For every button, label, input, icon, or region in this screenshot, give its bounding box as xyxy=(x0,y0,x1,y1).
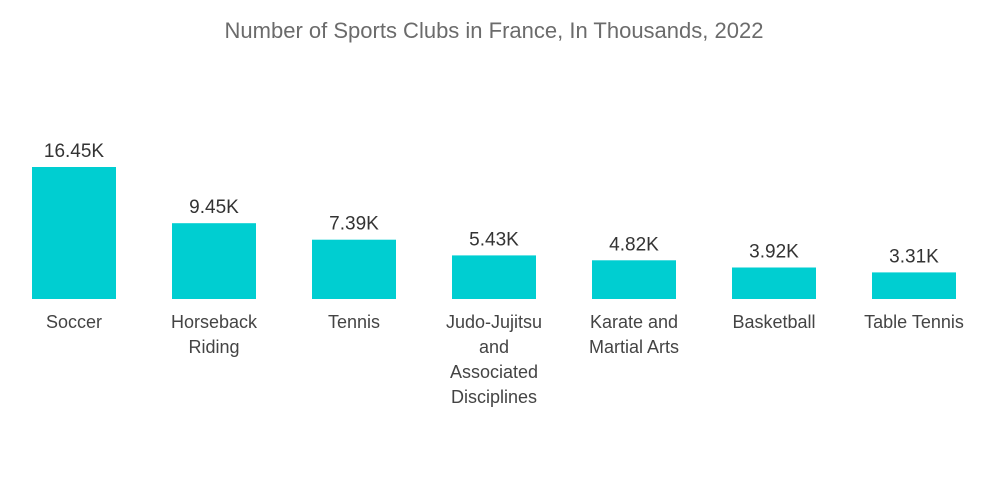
value-labels-layer: 16.45K 9.45K 7.39K 5.43K 4.82K 3.92K 3.31K xyxy=(44,141,939,267)
category-label-line: Disciplines xyxy=(451,387,537,407)
bar-3 xyxy=(452,255,536,299)
category-label-line: Table Tennis xyxy=(864,312,964,332)
category-label-line: Tennis xyxy=(328,312,380,332)
bar-4 xyxy=(592,260,676,299)
value-label-5: 3.92K xyxy=(749,242,799,263)
category-label-line: Horseback xyxy=(171,312,258,332)
value-label-0: 16.45K xyxy=(44,141,105,162)
bar-0 xyxy=(32,167,116,299)
value-label-4: 4.82K xyxy=(609,234,659,255)
category-label-line: Karate and xyxy=(590,312,678,332)
bar-2 xyxy=(312,239,396,299)
value-label-3: 5.43K xyxy=(469,229,519,250)
bar-1 xyxy=(172,223,256,299)
category-label-2: Tennis xyxy=(328,312,380,332)
category-label-line: Martial Arts xyxy=(589,337,679,357)
bar-6 xyxy=(872,272,956,299)
category-label-1: Horseback Riding xyxy=(171,312,258,357)
value-label-6: 3.31K xyxy=(889,246,939,267)
category-label-line: and xyxy=(479,337,509,357)
category-label-line: Riding xyxy=(188,337,239,357)
category-label-0: Soccer xyxy=(46,312,102,332)
category-label-6: Table Tennis xyxy=(864,312,964,332)
category-label-line: Soccer xyxy=(46,312,102,332)
category-label-line: Associated xyxy=(450,362,538,382)
category-label-4: Karate and Martial Arts xyxy=(589,312,679,357)
category-label-5: Basketball xyxy=(732,312,815,332)
category-labels-layer: Soccer Horseback Riding Tennis Judo-Jujitsu a… xyxy=(46,312,964,407)
category-label-3: Judo-Jujitsu and Associated Disciplines xyxy=(446,312,542,407)
bar-5 xyxy=(732,267,816,299)
value-label-1: 9.45K xyxy=(189,197,239,218)
category-label-line: Basketball xyxy=(732,312,815,332)
bars-layer xyxy=(32,167,956,299)
value-label-2: 7.39K xyxy=(329,214,379,235)
chart-title: Number of Sports Clubs in France, In Tho… xyxy=(225,18,764,43)
category-label-line: Judo-Jujitsu xyxy=(446,312,542,332)
